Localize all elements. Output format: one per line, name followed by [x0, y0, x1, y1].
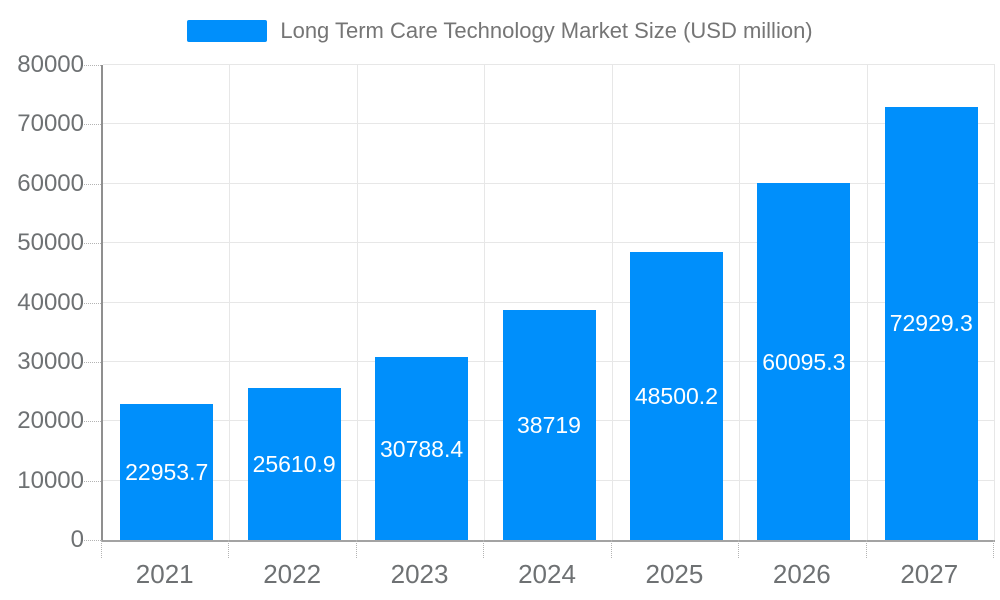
x-axis-tick	[355, 540, 357, 558]
x-grid-line	[229, 65, 231, 540]
y-tick-label: 10000	[17, 466, 84, 494]
x-tick-label: 2027	[900, 559, 959, 589]
x-grid-line	[611, 65, 613, 540]
x-grid-line	[739, 65, 741, 540]
x-axis-tick	[610, 540, 612, 558]
x-tick-label: 2022	[263, 559, 322, 589]
y-grid-line	[103, 301, 995, 303]
bar[interactable]	[502, 310, 596, 540]
legend-item[interactable]: Long Term Care Technology Market Size (U…	[187, 18, 813, 44]
x-axis-tick	[101, 540, 102, 558]
x-axis-tick	[865, 540, 867, 558]
bar[interactable]	[120, 403, 214, 540]
y-axis-tick	[82, 302, 101, 304]
y-tick-label: 0	[70, 526, 84, 553]
x-grid-line	[484, 65, 486, 540]
bar[interactable]	[629, 252, 723, 540]
bar[interactable]	[247, 387, 341, 540]
y-tick-label: 30000	[17, 347, 84, 375]
legend-marker-icon	[187, 20, 268, 42]
x-axis-tick	[483, 540, 485, 558]
plot-area: 22953.7 25610.9 30788.4 38719 48500.2 60095.3…	[101, 64, 995, 542]
y-axis-tick	[82, 540, 101, 541]
y-grid-line	[103, 182, 995, 184]
bar[interactable]	[375, 357, 469, 540]
y-axis-tick	[82, 421, 101, 423]
x-grid-line	[866, 65, 868, 540]
x-axis-tick	[738, 540, 740, 558]
x-tick-label: 2021	[135, 559, 194, 589]
bar[interactable]	[884, 106, 978, 540]
y-axis-tick	[82, 361, 101, 363]
legend-label: Long Term Care Technology Market Size (U…	[280, 18, 813, 43]
x-axis-tick	[228, 540, 230, 558]
y-grid-line	[103, 64, 995, 65]
y-axis-tick	[82, 480, 101, 482]
x-grid-line	[994, 65, 995, 540]
y-axis-tick	[82, 243, 101, 245]
x-tick-label: 2026	[772, 559, 831, 589]
x-tick-label: 2024	[518, 559, 576, 589]
y-tick-label: 50000	[17, 229, 84, 257]
y-tick-label: 70000	[17, 110, 84, 138]
y-axis-tick	[82, 65, 101, 66]
x-tick-label: 2023	[390, 559, 449, 589]
bar[interactable]	[757, 183, 851, 540]
x-grid-line	[356, 65, 358, 540]
x-axis-tick	[993, 540, 994, 558]
x-tick-label: 2025	[645, 559, 704, 589]
y-tick-label: 40000	[17, 288, 84, 316]
y-tick-label: 80000	[17, 51, 84, 78]
y-tick-label: 60000	[17, 169, 84, 197]
y-grid-line	[103, 242, 995, 244]
y-axis-tick	[82, 124, 101, 126]
y-tick-label: 20000	[17, 407, 84, 435]
y-grid-line	[103, 123, 995, 125]
chart-legend: Long Term Care Technology Market Size (U…	[0, 18, 1000, 44]
y-axis-tick	[82, 183, 101, 185]
